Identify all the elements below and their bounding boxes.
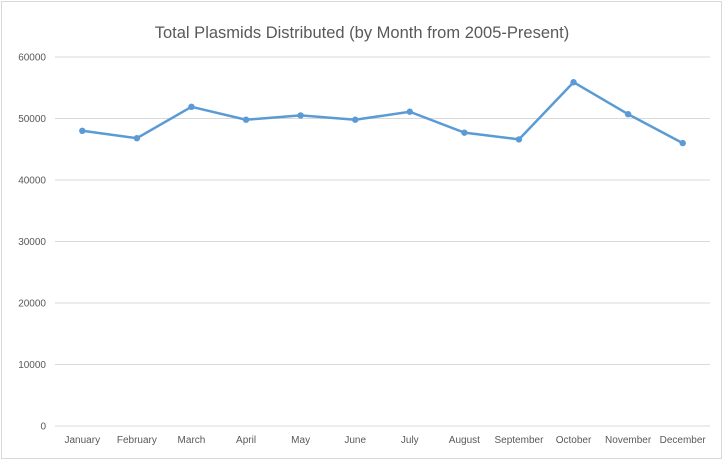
data-point (188, 103, 195, 111)
x-tick-label: June (344, 435, 366, 446)
y-tick-label: 20000 (18, 299, 46, 310)
y-tick-label: 10000 (18, 360, 46, 371)
y-tick-label: 40000 (18, 176, 46, 187)
series-line (81, 80, 684, 145)
x-axis-ticks: January February March April May June July Augu… (65, 435, 707, 446)
x-tick-label: August (449, 435, 480, 446)
y-tick-label: 60000 (18, 53, 46, 64)
y-axis-ticks: 0 10000 20000 30000 40000 50000 60000 (18, 53, 46, 433)
x-tick-label: March (178, 435, 206, 446)
series-group (79, 79, 686, 147)
x-tick-label: February (117, 435, 157, 446)
y-tick-label: 50000 (18, 114, 46, 125)
x-tick-label: October (556, 435, 592, 446)
data-point (352, 116, 359, 123)
data-point (79, 127, 86, 134)
data-point (624, 110, 632, 118)
chart-title: Total Plasmids Distributed (by Month fro… (155, 24, 570, 42)
x-tick-label: April (236, 435, 256, 446)
data-point (515, 136, 523, 143)
x-tick-label: January (65, 435, 101, 446)
x-tick-label: September (494, 435, 544, 446)
data-point (133, 134, 141, 142)
y-tick-label: 0 (40, 422, 46, 433)
y-tick-label: 30000 (18, 237, 46, 248)
x-tick-label: November (605, 435, 652, 446)
data-point (679, 139, 686, 147)
data-point (570, 79, 577, 86)
x-tick-label: December (660, 435, 707, 446)
data-point (406, 108, 413, 115)
data-point (461, 129, 468, 136)
x-tick-label: May (291, 435, 310, 446)
data-point (242, 116, 250, 123)
gridlines (55, 56, 710, 427)
x-tick-label: July (401, 435, 419, 446)
data-point (297, 112, 304, 119)
